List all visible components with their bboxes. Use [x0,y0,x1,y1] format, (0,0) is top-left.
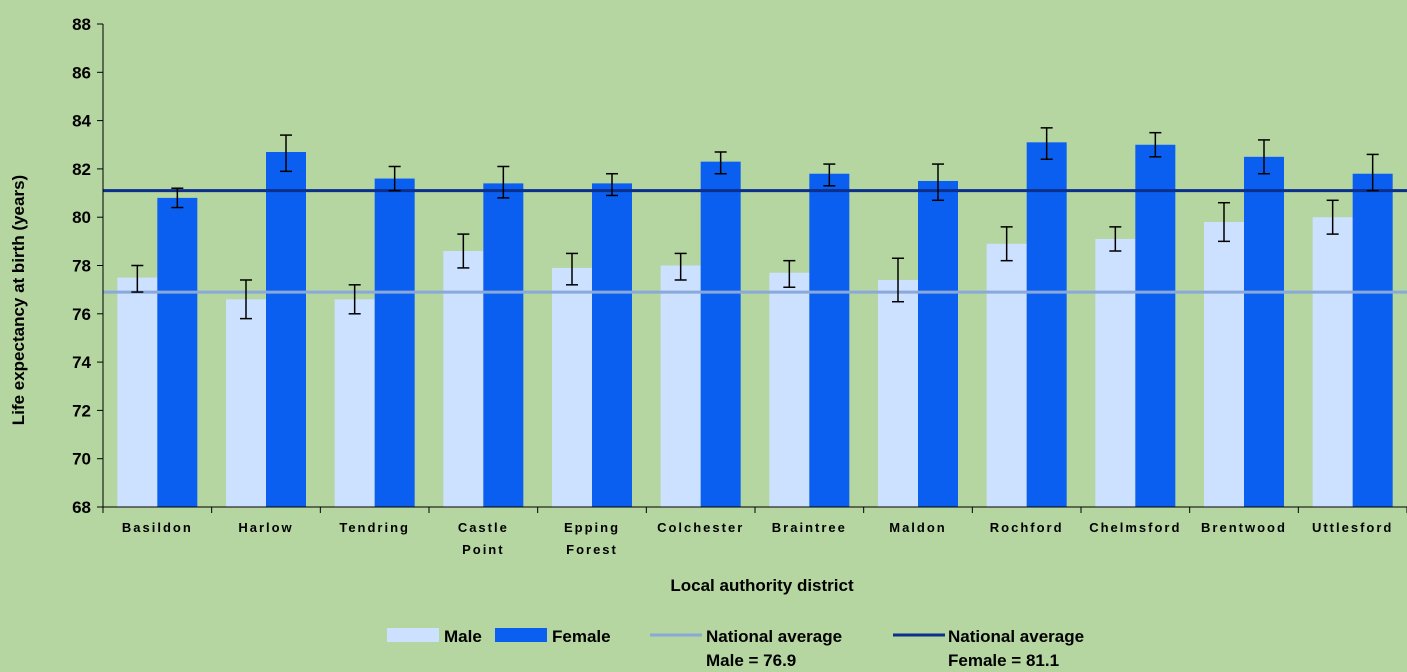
bar-male-2 [334,299,375,507]
x-tick-label-8: Rochford [990,520,1064,535]
y-tick-label-4: 76 [72,305,91,324]
x-axis-title: Local authority district [670,576,854,595]
bar-female-8 [1026,142,1067,507]
y-tick-label-6: 80 [72,208,91,227]
y-tick-label-1: 70 [72,450,91,469]
bar-male-8 [986,243,1027,507]
bar-male-5 [660,265,701,507]
bar-female-2 [374,178,415,507]
x-tick-label-3: Castle [458,520,509,535]
y-tick-label-7: 82 [72,160,91,179]
bar-female-1 [266,151,306,507]
bar-male-10 [1204,222,1244,507]
x-tick-label-2: Tendring [339,520,410,535]
x-tick-label-3-line1: Point [462,542,505,557]
x-tick-label-4: Epping [564,520,620,535]
x-tick-label-9: Chelmsford [1089,520,1181,535]
legend-swatch-female [495,628,547,642]
bar-male-11 [1312,217,1353,507]
y-axis-title: Life expectancy at birth (years) [9,175,28,425]
legend-label-male-average-value: Male = 76.9 [706,651,796,670]
y-tick-label-8: 84 [72,112,91,131]
x-tick-label-6: Braintree [772,520,847,535]
legend-label-female: Female [552,627,611,646]
bar-male-3 [443,251,484,507]
y-tick-label-5: 78 [72,257,91,276]
bar-male-4 [552,267,592,507]
y-tick-label-3: 74 [72,353,91,372]
y-tick-label-2: 72 [72,401,91,420]
legend: Male Female National average Male = 76.9… [387,627,1084,670]
legend-swatch-male [387,628,439,642]
legend-label-female-average-value: Female = 81.1 [948,651,1059,670]
bar-male-6 [769,272,810,507]
y-tick-label-9: 86 [72,63,91,82]
x-tick-label-1: Harlow [238,520,293,535]
bar-female-9 [1135,144,1176,507]
bar-female-3 [483,183,524,507]
x-tick-label-0: Basildon [122,520,193,535]
legend-label-female-average: National average [948,627,1084,646]
y-tick-label-10: 88 [72,15,91,34]
bar-male-9 [1095,238,1136,507]
x-tick-label-4-line1: Forest [566,542,618,557]
bar-female-4 [592,183,632,507]
x-tick-label-7: Maldon [889,520,947,535]
y-tick-label-0: 68 [72,498,91,517]
bar-female-11 [1352,173,1393,508]
x-tick-label-5: Colchester [657,520,744,535]
bar-female-10 [1244,156,1284,507]
x-tick-label-10: Brentwood [1201,520,1287,535]
bar-male-7 [878,279,918,507]
bar-male-0 [117,277,158,507]
x-tick-label-11: Uttlesford [1312,520,1393,535]
legend-label-male: Male [444,627,482,646]
bar-male-1 [226,299,266,507]
bar-female-7 [918,180,958,507]
bar-female-0 [157,197,198,507]
legend-label-male-average: National average [706,627,842,646]
bar-female-6 [809,173,850,508]
bar-female-5 [700,161,741,507]
